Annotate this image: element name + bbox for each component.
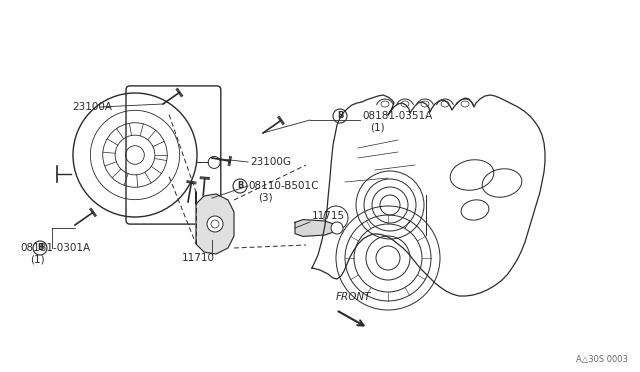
Circle shape — [331, 222, 343, 234]
Text: (1): (1) — [370, 123, 385, 133]
Text: B: B — [337, 112, 343, 121]
Text: B: B — [237, 182, 243, 190]
Polygon shape — [295, 219, 339, 236]
Text: 08181-0351A: 08181-0351A — [362, 111, 432, 121]
Text: 11715: 11715 — [312, 211, 345, 221]
Text: 11710: 11710 — [182, 253, 215, 263]
Polygon shape — [196, 192, 234, 254]
Text: 23100A: 23100A — [72, 102, 112, 112]
Text: FRONT: FRONT — [336, 292, 371, 302]
Text: 23100G: 23100G — [250, 157, 291, 167]
Text: (1): (1) — [30, 255, 45, 265]
Text: (3): (3) — [258, 193, 273, 203]
Text: B: B — [37, 244, 43, 253]
Text: A△30S 0003: A△30S 0003 — [576, 355, 628, 364]
Text: 08110-B501C: 08110-B501C — [248, 181, 319, 191]
Text: 08181-0301A: 08181-0301A — [20, 243, 90, 253]
Circle shape — [207, 216, 223, 232]
